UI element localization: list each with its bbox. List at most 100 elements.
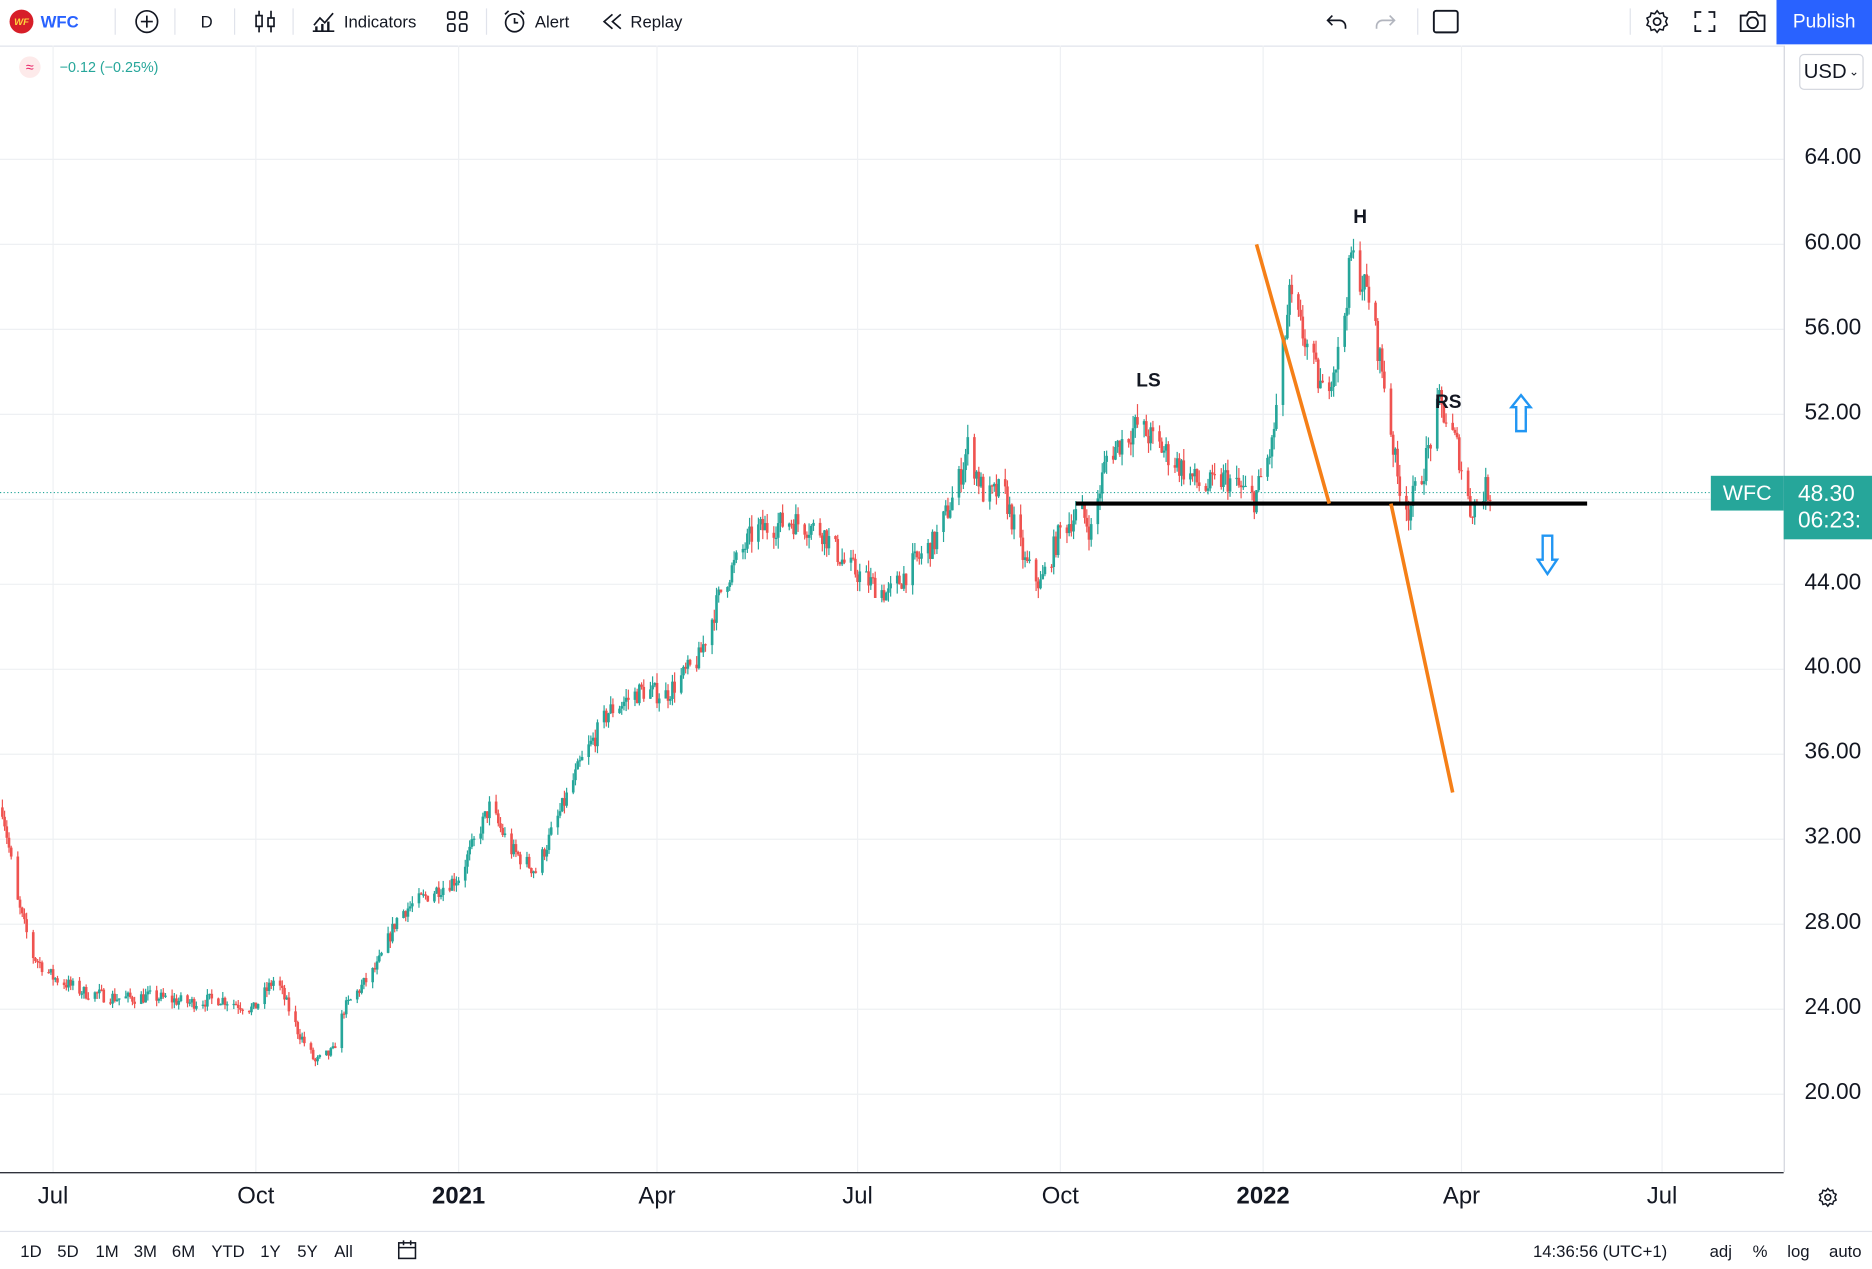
log-toggle[interactable]: log <box>1787 1241 1810 1261</box>
candle-body <box>926 542 930 554</box>
candle-body <box>1081 503 1084 510</box>
indicators-button[interactable]: Indicators <box>310 0 416 43</box>
candle-body <box>1006 486 1009 514</box>
candle-body <box>452 878 456 886</box>
candle-body <box>455 882 458 886</box>
candle-body <box>1471 516 1474 518</box>
price-tick-label: 44.00 <box>1804 569 1862 596</box>
candle-body <box>424 894 427 896</box>
candle-body <box>131 997 134 1002</box>
price-axis[interactable] <box>1783 45 1872 1173</box>
candle-body <box>325 1050 328 1056</box>
candle-body <box>880 590 884 598</box>
candle-body <box>494 801 498 814</box>
symbol-search[interactable]: WF WFC <box>9 0 79 43</box>
clock[interactable]: 14:36:56 (UTC+1) <box>1532 1241 1668 1261</box>
candle-body <box>375 961 379 970</box>
candle-body <box>578 760 582 762</box>
candle-body <box>278 980 282 986</box>
candle-body <box>671 681 674 700</box>
candle-body <box>347 999 350 1001</box>
undo-button[interactable] <box>1325 0 1349 43</box>
candle-body <box>470 839 474 847</box>
candle-body <box>1457 437 1461 471</box>
range-button-6m[interactable]: 6M <box>171 1241 196 1261</box>
candle-body <box>1352 250 1355 253</box>
adj-toggle[interactable]: adj <box>1709 1241 1732 1261</box>
candle-body <box>1003 479 1007 487</box>
candle-body <box>437 887 441 897</box>
range-button-3m[interactable]: 3M <box>133 1241 157 1261</box>
candle-body <box>95 992 99 994</box>
chart-type-button[interactable] <box>253 0 277 43</box>
candle-body <box>1266 457 1269 477</box>
candle-body <box>547 834 551 850</box>
toolbar-divider <box>1629 8 1631 35</box>
candle-body <box>622 701 626 707</box>
compare-symbol-button[interactable] <box>134 0 160 43</box>
settings-button[interactable] <box>1644 0 1670 43</box>
bar-countdown: 06:23: <box>1797 507 1862 533</box>
auto-toggle[interactable]: auto <box>1829 1241 1862 1261</box>
candle-body <box>1222 472 1225 487</box>
candle-body <box>902 573 906 589</box>
candle-body <box>1422 481 1426 485</box>
candle-body <box>741 548 745 553</box>
candle-body <box>1486 477 1490 500</box>
range-button-ytd[interactable]: YTD <box>211 1241 245 1261</box>
candle-body <box>668 699 672 701</box>
candle-body <box>133 1001 136 1004</box>
date-range-button[interactable] <box>396 1239 417 1264</box>
fullscreen-button[interactable] <box>1693 0 1717 43</box>
candle-body <box>1424 447 1428 482</box>
range-button-5d[interactable]: 5D <box>57 1241 79 1261</box>
range-button-all[interactable]: All <box>334 1241 353 1261</box>
candle-body <box>757 524 760 542</box>
redo-button[interactable] <box>1373 0 1397 43</box>
candle-body <box>1052 536 1056 568</box>
currency-select[interactable]: USD ⌄ <box>1799 53 1864 90</box>
publish-button[interactable]: Publish <box>1776 0 1872 45</box>
range-button-1y[interactable]: 1Y <box>260 1241 281 1261</box>
candle-body <box>1096 498 1100 525</box>
candle-body <box>1195 468 1199 483</box>
range-button-1d[interactable]: 1D <box>20 1241 42 1261</box>
currency-label: USD <box>1803 59 1847 83</box>
percent-toggle[interactable]: % <box>1752 1241 1768 1261</box>
candle-body <box>439 895 443 897</box>
candle-body <box>1191 473 1194 477</box>
replay-button[interactable]: Replay <box>602 0 682 43</box>
candle-body <box>995 483 998 497</box>
candle-body <box>1316 359 1320 389</box>
time-axis[interactable]: Jul Oct 2021 Apr Jul Oct 2022 Apr Jul <box>0 1172 1784 1228</box>
gear-icon <box>1644 8 1670 34</box>
candle-body <box>931 531 934 559</box>
candle-body <box>981 476 985 502</box>
candle-body <box>1023 557 1027 560</box>
candle-body <box>1028 559 1031 562</box>
approx-icon[interactable]: ≈ <box>19 56 41 78</box>
templates-button[interactable] <box>445 0 469 43</box>
candle-body <box>1444 422 1448 424</box>
layout-button[interactable] <box>1431 0 1460 43</box>
range-button-1m[interactable]: 1M <box>95 1241 119 1261</box>
fullscreen-icon <box>1693 10 1717 34</box>
range-button-5y[interactable]: 5Y <box>297 1241 318 1261</box>
interval-button[interactable]: D <box>201 0 213 43</box>
snapshot-button[interactable] <box>1737 0 1768 43</box>
symbol-label[interactable]: WFC <box>40 11 79 32</box>
candle-body <box>1396 448 1399 477</box>
price-chart[interactable]: LS H RS <box>0 45 1784 1173</box>
axis-settings-button[interactable] <box>1817 1187 1838 1215</box>
candle-body <box>124 996 128 999</box>
candle-body <box>56 978 59 983</box>
candle-body <box>159 992 163 1000</box>
candle-body <box>975 471 978 479</box>
candle-body <box>481 816 485 834</box>
candle-body <box>750 526 754 542</box>
candle-body <box>1380 348 1384 372</box>
candle-body <box>620 706 624 709</box>
candle-body <box>1158 431 1161 442</box>
alarm-clock-icon <box>501 8 527 34</box>
alert-button[interactable]: Alert <box>501 0 569 43</box>
